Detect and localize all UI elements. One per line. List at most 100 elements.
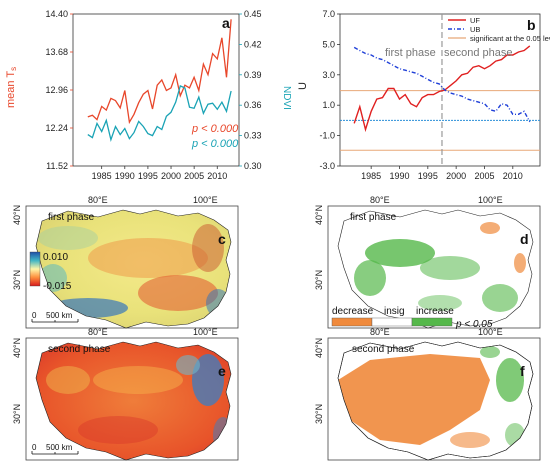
xtick-label-b: 1990 [389,171,409,181]
annotation-p-ts: p < 0.000 [191,123,239,135]
phase-label-f: second phase [352,344,415,355]
lon-tick-100-c: 100°E [193,195,218,205]
legend-p-text: p < 0.05 [455,319,493,330]
xtick-label-a: 2005 [184,171,204,181]
map-frame-c [25,205,239,329]
panel-a: 1985 1990 1995 2000 2005 2010 11.52 12.24 12.96 1… [5,9,292,181]
svg-text:0: 0 [32,311,37,320]
ytick-right-label-a: 0.45 [244,9,262,19]
ylabel-left-a: mean Ts [5,67,18,108]
panel-letter-a: a [222,15,230,31]
ytick-left-label-a: 11.52 [46,161,68,171]
xtick-label-b: 2000 [446,171,466,181]
ytick-left-label-a: 14.40 [45,9,68,19]
ytick-right-label-a: 0.42 [244,39,262,49]
xtick-label-a: 2000 [161,171,181,181]
lat-tick-40-d: 40°N [314,205,324,225]
ytick-left-label-a: 12.24 [45,123,68,133]
lat-tick-40-f: 40°N [314,338,324,358]
map-panel-f: second phase f 80°E 100°E 40°N 30°N [314,327,541,461]
phase-label-second: second phase [444,47,513,59]
lat-tick-30-e: 30°N [12,404,22,424]
xtick-label-a: 1990 [115,171,135,181]
phase-label-e: second phase [48,344,111,355]
trend-raster-f [338,346,525,448]
panel-letter-d: d [520,231,529,247]
svg-text:0: 0 [32,443,37,452]
ytick-label-b: -1.0 [319,131,335,141]
panel-letter-f: f [520,363,525,379]
ytick-right-label-a: 0.30 [244,161,262,171]
lat-tick-30-d: 30°N [314,270,324,290]
panel-b: 1985 1990 1995 2000 2005 2010 7.0 5.0 3.0 1.0 -1.0… [297,9,550,181]
lat-tick-40-e: 40°N [12,338,22,358]
xtick-label-a: 1995 [138,171,158,181]
panel-letter-e: e [218,363,226,379]
lon-tick-100-f: 100°E [478,327,503,337]
ytick-right-label-a: 0.33 [244,131,262,141]
colorbar-c [29,251,41,287]
lon-tick-80-f: 80°E [370,327,390,337]
panel-letter-c: c [218,231,226,247]
series-line-ndvi [87,84,232,143]
ytick-right-label-a: 0.36 [244,100,262,110]
xtick-label-a: 1985 [92,171,112,181]
map-frame-d [327,205,541,329]
colorbar-max-c: 0.010 [43,252,68,263]
lat-tick-30-c: 30°N [12,270,22,290]
ytick-label-b: -3.0 [319,161,335,171]
legend-swatch-increase [411,317,453,327]
map-frame-e [25,337,239,461]
map-panel-d: first phase d 80°E 100°E 40°N 30°N decre… [314,195,541,330]
xtick-label-b: 2005 [474,171,494,181]
xtick-label-b: 1995 [418,171,438,181]
ytick-left-label-a: 12.96 [45,85,68,95]
colorbar-min-c: -0.015 [43,281,72,292]
panel-letter-b: b [527,17,536,33]
lat-tick-30-f: 30°N [314,404,324,424]
lon-tick-80-e: 80°E [88,327,108,337]
lon-tick-80-c: 80°E [88,195,108,205]
ylabel-b: U [297,82,309,90]
xtick-label-b: 2010 [503,171,523,181]
lon-tick-80-d: 80°E [370,195,390,205]
lon-tick-100-d: 100°E [478,195,503,205]
ytick-right-label-a: 0.39 [244,70,262,80]
plot-frame-b [339,13,541,167]
phase-label-c: first phase [48,212,95,223]
ytick-label-b: 1.0 [322,100,335,110]
legend-insig-label: insig [384,306,405,317]
ytick-label-b: 3.0 [322,70,335,80]
ylabel-right-a: NDVI [281,86,292,110]
svg-text:500 km: 500 km [46,311,73,320]
series-line-uf [353,45,531,133]
lon-tick-100-e: 100°E [193,327,218,337]
scale-bar-c: 0 500 km [31,311,79,323]
trend-legend: decrease insig increase p < 0.05 [331,306,493,330]
annotation-p-ndvi: p < 0.000 [191,138,239,150]
legend-increase-label: increase [416,306,454,317]
legend-label-ub: UB [470,25,480,34]
legend-b: UF UB significant at the 0.05 level [448,16,550,43]
ytick-label-b: 5.0 [322,39,335,49]
series-line-mean-ts [87,19,232,125]
phase-label-first: first phase [385,47,436,59]
map-frame-f [327,337,541,461]
legend-swatch-decrease [331,317,373,327]
scale-bar-e: 0 500 km [31,443,79,455]
map-panel-e: second phase e 80°E 100°E 40°N 30°N 0 50… [12,327,239,461]
legend-decrease-label: decrease [332,306,374,317]
series-line-ub [353,46,531,123]
legend-swatch-insig [371,317,413,327]
map-panel-c: 0.010 -0.015 first phase c 80°E 100°E 40… [12,195,239,329]
svg-text:500 km: 500 km [46,443,73,452]
xtick-label-a: 2010 [207,171,227,181]
xtick-label-b: 1985 [361,171,381,181]
legend-label-uf: UF [470,16,480,25]
phase-label-d: first phase [350,212,397,223]
ytick-left-label-a: 13.68 [45,47,68,57]
trend-raster-d [354,222,526,312]
ytick-label-b: 7.0 [322,9,335,19]
lat-tick-40-c: 40°N [12,205,22,225]
